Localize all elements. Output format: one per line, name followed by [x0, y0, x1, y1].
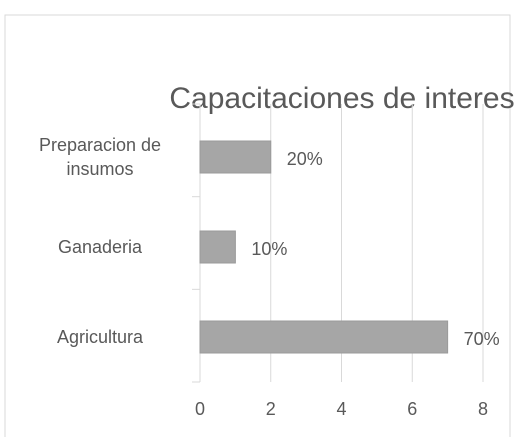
chart-border [4, 14, 511, 437]
x-tick-label: 6 [407, 399, 417, 419]
data-label: 20% [287, 149, 323, 169]
x-tick-label: 8 [478, 399, 488, 419]
bar [199, 230, 236, 264]
bar [199, 140, 272, 174]
x-tick-label: 0 [195, 399, 205, 419]
y-tick-label: Ganaderia [57, 237, 143, 257]
data-label: 70% [464, 329, 500, 349]
data-label: 10% [251, 239, 287, 259]
bar [199, 320, 449, 354]
y-tick-label: Preparacion de insumos [38, 135, 162, 179]
x-tick-label: 4 [336, 399, 346, 419]
y-tick-label: Agricultura [56, 327, 144, 347]
x-tick-label: 2 [266, 399, 276, 419]
